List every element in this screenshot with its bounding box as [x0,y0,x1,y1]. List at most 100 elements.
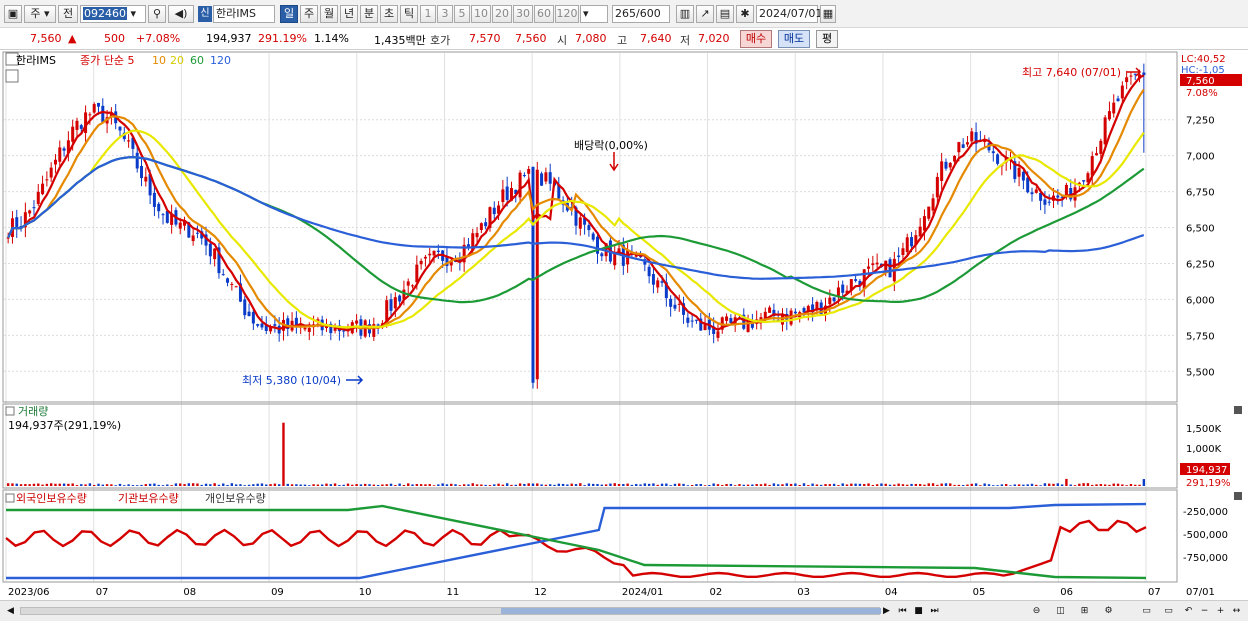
sound-icon[interactable]: ◀) [168,5,194,23]
candle-body [101,105,105,123]
scroll-right-icon[interactable]: ▶ [883,606,890,616]
volume-bar [329,484,332,486]
last-page-icon[interactable]: ⏭ [930,606,939,616]
interval-second-button[interactable]: 초 [380,5,398,23]
scroll-track[interactable] [20,607,881,615]
candle-body [677,303,681,305]
interval-tick-button[interactable]: 틱 [400,5,418,23]
stop-icon[interactable]: ■ [914,606,923,616]
minute-step-1[interactable]: 1 [420,5,436,23]
pan-back-icon[interactable]: ↶ [1184,606,1193,616]
calendar-icon[interactable]: ▦ [820,5,836,23]
ask-price: 7,570 [469,32,501,45]
candle-body [1090,156,1094,176]
candle-body [66,140,70,154]
candle-body [875,262,879,265]
scroll-left-icon[interactable]: ◀ [7,606,14,616]
volume-bar [1065,478,1068,486]
volume-bar [1013,484,1016,486]
first-page-icon[interactable]: ⏮ [898,606,907,616]
volume-bar [579,483,582,486]
volume-bar [979,485,982,486]
interval-week-button[interactable]: 주 [300,5,318,23]
settings-gear-icon[interactable]: ✱ [736,5,754,23]
interval-day-button[interactable]: 일 [280,5,298,23]
interval-year-button[interactable]: 년 [340,5,358,23]
candle-body [208,243,212,257]
volume-bar [1116,483,1120,486]
zoom-reset-icon[interactable]: ⊖ [1032,606,1041,616]
volume-bar [372,484,376,486]
minute-step-5[interactable]: 5 [454,5,470,23]
holdings-legend-box[interactable] [5,493,15,503]
candle-body [527,169,531,174]
interval-month-button[interactable]: 월 [320,5,338,23]
candle-body [742,314,746,329]
volume-bar [561,483,565,486]
volume-bar [897,483,900,486]
volume-bar [355,484,358,486]
candle-body [122,132,126,140]
candle-body [888,259,892,278]
volume-legend-box[interactable] [5,406,15,416]
legend-toggle-icon[interactable] [5,52,19,66]
interval-minute-button[interactable]: 분 [360,5,378,23]
minute-step-20[interactable]: 20 [492,5,512,23]
tool-icon-a[interactable]: ◫ [1056,606,1065,616]
candle-type-icon[interactable]: ▥ [676,5,694,23]
minute-step-10[interactable]: 10 [471,5,491,23]
chart-scrollbar[interactable]: ◀ ▶ ⏮ ■ ⏭ ⊖ ◫ ⊞ ⚙ ▭ ▭ ↶ − + ↔ [0,600,1248,621]
candle-body [849,279,853,291]
buy-button[interactable]: 매수 [740,30,772,48]
minute-step-60[interactable]: 60 [534,5,554,23]
bar-count-field[interactable]: 265/600 [612,5,670,23]
candle-body [1069,188,1073,200]
stock-name-field[interactable]: 한라IMS [213,5,275,23]
volume-bar [359,484,363,486]
period-prev-button[interactable]: 전 [58,5,78,23]
scroll-thumb[interactable] [501,608,881,614]
volume-bar [548,484,552,486]
holdings-panel-frame [2,489,1178,583]
zoom-in-icon[interactable]: + [1216,606,1225,616]
volume-bar [695,484,698,486]
legend-ma5: 종가 단순 5 [80,54,134,67]
custom-step-select[interactable]: ▾ [580,5,608,23]
candle-body [1064,184,1068,196]
candle-body [303,327,307,330]
volume-bar [527,483,530,486]
candle-body [763,311,767,320]
volume-bar [505,483,509,486]
date-field[interactable]: 2024/07/01 [756,5,822,23]
candle-body [768,307,772,313]
window-menu-icon[interactable]: ▣ [4,5,22,23]
candle-body [75,120,79,130]
minute-step-3[interactable]: 3 [437,5,453,23]
trendline-tool-icon[interactable]: ↗ [696,5,714,23]
legend-ma120: 120 [210,54,231,67]
sell-button[interactable]: 매도 [778,30,810,48]
volume-bar [389,483,393,486]
volume-panel-close-icon[interactable] [1234,406,1242,414]
tool-icon-b[interactable]: ⊞ [1080,606,1089,616]
minute-step-120[interactable]: 120 [555,5,579,23]
save-icon[interactable]: ▤ [716,5,734,23]
search-icon[interactable]: ⚲ [148,5,166,23]
candle-body [596,236,600,254]
stock-code-input[interactable]: 092460 ▾ [80,5,146,23]
candle-body [927,206,931,219]
average-button[interactable]: 평 [816,30,838,48]
volume-bar [703,485,707,486]
zoom-out-icon[interactable]: − [1200,606,1209,616]
volume-bar [772,483,776,486]
period-select[interactable]: 주 ▾ [24,5,56,23]
tool-icon-d[interactable]: ▭ [1142,606,1151,616]
tool-icon-e[interactable]: ▭ [1164,606,1173,616]
indicator-table-icon[interactable] [5,69,19,83]
volume-bar [295,484,298,486]
minute-step-30[interactable]: 30 [513,5,533,23]
tool-icon-c[interactable]: ⚙ [1104,606,1113,616]
maximize-icon[interactable]: ↔ [1232,606,1241,616]
holdings-panel-close-icon[interactable] [1234,492,1242,500]
stock-chart[interactable]: 7,250 7,000 6,750 6,500 6,250 6,000 5,750 5,500… [0,50,1248,600]
